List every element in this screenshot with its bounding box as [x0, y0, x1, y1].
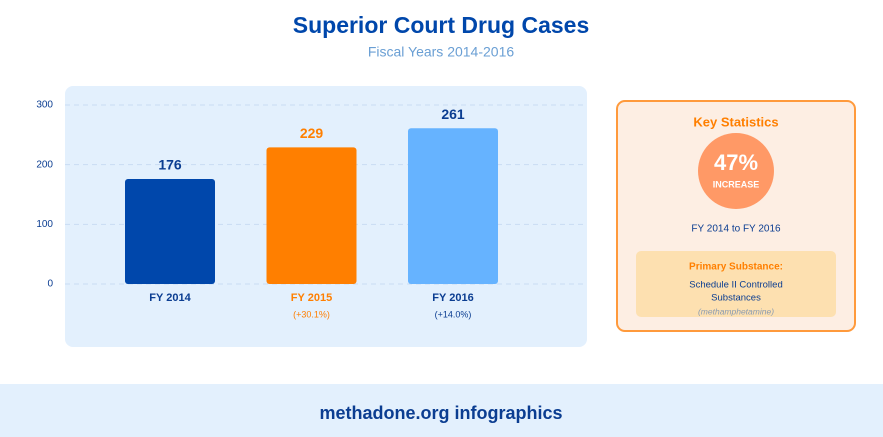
x-tick-label: FY 2016	[432, 292, 473, 304]
substance-note: (methamphetamine)	[698, 306, 774, 316]
x-tick-label: FY 2015	[291, 292, 332, 304]
stat-value: 47%	[714, 150, 758, 175]
substance-box	[636, 251, 836, 317]
chart-subtitle: Fiscal Years 2014-2016	[368, 44, 515, 60]
stat-period: FY 2014 to FY 2016	[691, 224, 781, 235]
stat-circle	[698, 133, 774, 209]
y-tick-label: 0	[47, 279, 53, 290]
data-label: 261	[441, 106, 465, 122]
footer: methadone.org infographics	[319, 403, 562, 423]
bar	[125, 178, 215, 284]
data-label: 176	[158, 157, 182, 173]
y-tick-label: 100	[36, 219, 53, 230]
x-tick-label: FY 2014	[149, 292, 191, 304]
y-tick-label: 300	[36, 100, 53, 111]
category-note: (+14.0%)	[435, 309, 472, 319]
y-tick-label: 200	[36, 159, 53, 170]
data-label: 229	[300, 125, 324, 141]
stat-caption: INCREASE	[713, 179, 760, 189]
bar	[408, 128, 498, 284]
plot: 0 100 200 300 176 FY 2014 229 FY 2015 (+30.1%) 26…	[36, 100, 587, 319]
substance-line: Substances	[711, 293, 761, 304]
bar	[266, 147, 357, 284]
stats-title: Key Statistics	[693, 114, 778, 129]
chart-title: Superior Court Drug Cases	[293, 12, 590, 38]
substance-line: Schedule II Controlled	[689, 280, 782, 291]
category-note: (+30.1%)	[293, 309, 330, 319]
footer-band	[0, 384, 883, 437]
substance-title: Primary Substance:	[689, 262, 783, 273]
